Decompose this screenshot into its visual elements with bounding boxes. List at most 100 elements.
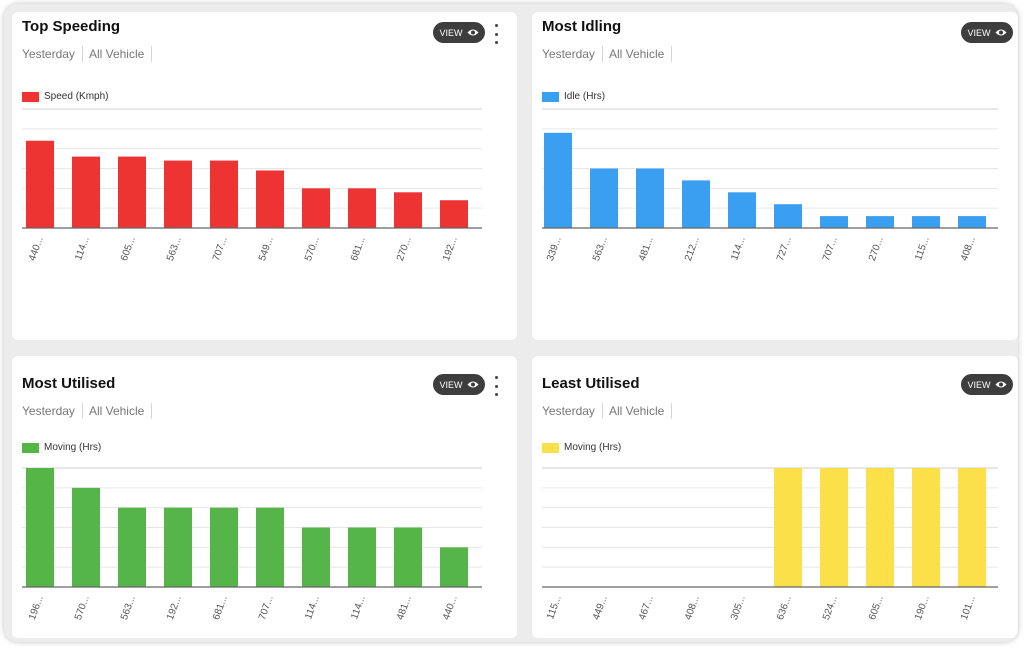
bar	[636, 168, 664, 228]
x-tick-label: 115...	[913, 235, 932, 262]
x-tick-label: 408...	[683, 594, 702, 621]
filter-date[interactable]: Yesterday	[542, 403, 603, 419]
x-tick-label: 570...	[303, 235, 322, 262]
bar	[866, 468, 894, 587]
legend-label: Speed (Kmph)	[44, 91, 109, 102]
x-tick-label: 114...	[73, 235, 92, 262]
bar-chart: 115... 449... 467... 408... 305... 636... 524.…	[542, 467, 998, 622]
bar	[72, 487, 100, 587]
bar	[348, 188, 376, 228]
bar	[774, 468, 802, 587]
view-button-label: VIEW	[439, 379, 463, 390]
view-button[interactable]: VIEW	[961, 22, 1013, 43]
x-tick-label: 563...	[591, 235, 610, 262]
bar	[164, 507, 192, 587]
x-tick-label: 524...	[821, 594, 840, 621]
filter-date[interactable]: Yesterday	[22, 403, 83, 419]
x-tick-label: 270...	[867, 235, 886, 262]
bar	[820, 468, 848, 587]
legend-label: Moving (Hrs)	[44, 442, 102, 453]
x-tick-label: 190...	[913, 594, 932, 621]
x-tick-label: 681...	[349, 235, 368, 262]
bar-chart: 339... 563... 481... 212... 114... 727... 707.…	[542, 108, 998, 263]
x-tick-label: 605...	[867, 594, 886, 621]
filter-vehicle[interactable]: All Vehicle	[609, 403, 673, 419]
x-tick-label: 549...	[257, 235, 276, 262]
bar	[682, 180, 710, 228]
card-title: Most Utilised	[22, 375, 116, 392]
card-filters: Yesterday All Vehicle	[22, 46, 158, 62]
x-tick-label: 707...	[257, 594, 276, 621]
legend-swatch	[542, 442, 559, 453]
x-tick-label: 115...	[545, 594, 564, 621]
bar	[256, 170, 284, 228]
x-tick-label: 467...	[637, 594, 656, 621]
x-tick-label: 449...	[591, 594, 610, 621]
x-tick-label: 114...	[303, 594, 322, 621]
view-button[interactable]: VIEW	[961, 374, 1013, 395]
bar	[256, 507, 284, 587]
filter-date[interactable]: Yesterday	[22, 46, 83, 62]
filter-vehicle[interactable]: All Vehicle	[89, 46, 153, 62]
bar	[820, 216, 848, 228]
bar	[440, 547, 468, 587]
bar	[440, 200, 468, 228]
filter-vehicle[interactable]: All Vehicle	[609, 46, 673, 62]
x-tick-label: 114...	[729, 235, 748, 262]
bar-chart: 440... 114... 605... 563... 707... 549... 570.…	[22, 108, 482, 263]
most-idling-card: Most Idling Yesterday All Vehicle VIEW I…	[532, 12, 1018, 340]
view-button[interactable]: VIEW	[433, 22, 485, 43]
x-tick-label: 707...	[821, 235, 840, 262]
bar	[118, 507, 146, 587]
view-button[interactable]: VIEW	[433, 374, 485, 395]
chart-legend: Speed (Kmph)	[22, 91, 108, 102]
x-tick-label: 192...	[165, 594, 184, 621]
bar	[210, 507, 238, 587]
x-tick-label: 192...	[441, 235, 460, 262]
bar	[118, 156, 146, 228]
least-utilised-card: Least Utilised Yesterday All Vehicle VIE…	[532, 356, 1018, 638]
bar	[348, 527, 376, 587]
x-tick-label: 681...	[211, 594, 230, 621]
x-tick-label: 605...	[119, 235, 138, 262]
filter-vehicle[interactable]: All Vehicle	[89, 403, 153, 419]
more-options-icon[interactable]	[492, 24, 500, 44]
x-tick-label: 196...	[27, 594, 46, 621]
card-title: Least Utilised	[542, 375, 640, 392]
bar	[302, 188, 330, 228]
bar-chart: 196... 570... 563... 192... 681... 707... 114.…	[22, 467, 482, 622]
x-tick-label: 101...	[959, 594, 978, 621]
view-button-label: VIEW	[439, 27, 463, 38]
dashboard-frame: Top Speeding Yesterday All Vehicle VIEW …	[4, 4, 1018, 642]
view-button-label: VIEW	[967, 27, 991, 38]
eye-icon	[467, 381, 478, 388]
card-filters: Yesterday All Vehicle	[542, 403, 678, 419]
legend-swatch	[22, 91, 39, 102]
legend-label: Idle (Hrs)	[564, 91, 606, 102]
x-tick-label: 570...	[73, 594, 92, 621]
eye-icon	[995, 381, 1006, 388]
most-utilised-card: Most Utilised Yesterday All Vehicle VIEW…	[12, 356, 517, 638]
x-tick-label: 212...	[683, 235, 702, 262]
x-tick-label: 727...	[775, 235, 794, 262]
bar	[958, 216, 986, 228]
more-options-icon[interactable]	[492, 376, 500, 396]
legend-label: Moving (Hrs)	[564, 442, 622, 453]
bar	[164, 160, 192, 228]
bar	[958, 468, 986, 587]
legend-swatch	[542, 91, 559, 102]
x-tick-label: 408...	[959, 235, 978, 262]
x-tick-label: 270...	[395, 235, 414, 262]
x-tick-label: 440...	[27, 235, 46, 262]
x-tick-label: 636...	[775, 594, 794, 621]
card-filters: Yesterday All Vehicle	[542, 46, 678, 62]
filter-date[interactable]: Yesterday	[542, 46, 603, 62]
eye-icon	[467, 29, 478, 36]
top-speeding-card: Top Speeding Yesterday All Vehicle VIEW …	[12, 12, 517, 340]
x-tick-label: 481...	[395, 594, 414, 621]
bar	[26, 468, 54, 587]
bar	[774, 204, 802, 228]
bar	[866, 216, 894, 228]
x-tick-label: 440...	[441, 594, 460, 621]
bar	[590, 168, 618, 228]
